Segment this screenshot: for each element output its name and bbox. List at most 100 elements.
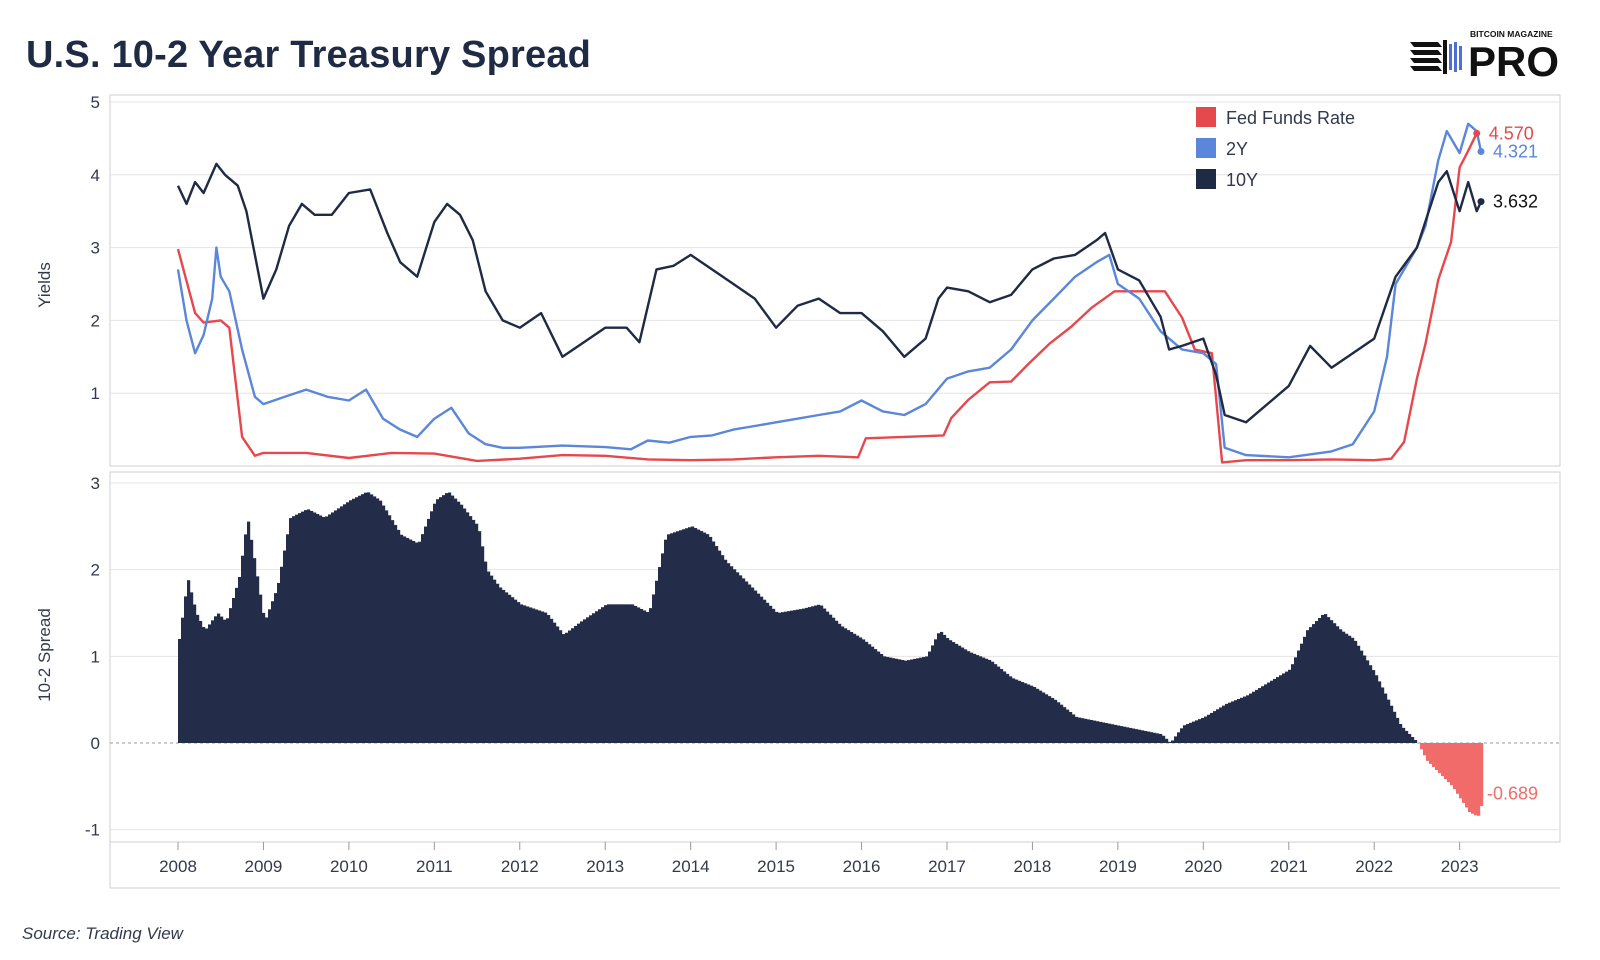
- spread-bar: [598, 609, 602, 743]
- spread-bar: [385, 510, 389, 743]
- spread-bar: [1144, 730, 1148, 743]
- spread-bar: [211, 620, 215, 743]
- spread-bar: [1294, 657, 1298, 743]
- spread-bar: [952, 642, 956, 743]
- spread-bar: [544, 612, 548, 743]
- spread-bar: [445, 493, 449, 743]
- spread-bar: [1036, 688, 1040, 743]
- spread-bar: [571, 628, 575, 743]
- spread-bar: [238, 576, 242, 743]
- spread-bar: [520, 604, 524, 743]
- spread-bar: [340, 506, 344, 743]
- spread-bar: [391, 520, 395, 743]
- spread-bar: [1309, 627, 1313, 743]
- spread-bar: [1477, 743, 1481, 816]
- spread-bar: [1468, 743, 1472, 813]
- spread-bar: [772, 608, 776, 743]
- spread-bar: [1093, 720, 1097, 743]
- spread-bar: [787, 611, 791, 743]
- spread-bar: [946, 638, 950, 743]
- logo-mark-icon: [1410, 40, 1462, 74]
- x-tick-label: 2011: [416, 857, 453, 876]
- spread-bar: [337, 508, 341, 743]
- spread-bar: [1471, 743, 1475, 814]
- spread-bar: [1429, 743, 1433, 764]
- spread-bar: [634, 605, 638, 743]
- spread-bar: [856, 635, 860, 743]
- x-tick-label: 2021: [1270, 857, 1308, 876]
- spread-bar: [859, 637, 863, 743]
- spread-bar: [904, 660, 908, 743]
- spread-bar: [1336, 626, 1340, 743]
- spread-bar: [1264, 684, 1268, 743]
- spread-bar: [955, 643, 959, 743]
- spread-bar: [1165, 738, 1169, 743]
- spread-bar: [916, 658, 920, 743]
- series-end-dot: [1477, 148, 1485, 156]
- spread-bar: [316, 513, 320, 743]
- spread-bar: [253, 558, 257, 743]
- spread-bar: [1273, 678, 1277, 743]
- spread-bar: [991, 661, 995, 743]
- spread-bar: [349, 500, 353, 743]
- spread-bar: [589, 615, 593, 743]
- spread-bar: [430, 511, 434, 743]
- spread-bar: [415, 542, 419, 743]
- spread-bar: [421, 534, 425, 743]
- spread-bar: [661, 553, 665, 743]
- spread-bar: [307, 509, 311, 743]
- spread-bar: [1138, 729, 1142, 743]
- spread-bar: [214, 616, 218, 743]
- spread-bar: [766, 602, 770, 743]
- spread-bar: [1018, 680, 1022, 743]
- yields-y-ticks: 1 2 3 4 5: [91, 93, 100, 403]
- spread-bar: [1033, 687, 1037, 743]
- spread-bar: [1402, 727, 1406, 743]
- yields-gridlines: [110, 101, 1560, 394]
- spread-bar: [247, 521, 251, 743]
- spread-bar: [229, 608, 233, 743]
- spread-bar: [1108, 723, 1112, 743]
- spread-bar: [808, 607, 812, 743]
- spread-bar: [505, 592, 509, 743]
- spread-bar: [973, 653, 977, 743]
- spread-bar: [529, 607, 533, 743]
- spread-bar: [1435, 743, 1439, 771]
- x-tick-label: 2018: [1014, 857, 1052, 876]
- spread-bar: [532, 608, 536, 743]
- spread-bar: [1246, 695, 1250, 743]
- spread-bar: [1378, 681, 1382, 743]
- spread-bar: [1147, 731, 1151, 743]
- spread-bar: [1384, 693, 1388, 743]
- spread-bar: [436, 499, 440, 743]
- spread-bar: [1102, 722, 1106, 743]
- spread-bar: [820, 605, 824, 743]
- spread-bar: [1345, 633, 1349, 743]
- spread-bar: [586, 617, 590, 743]
- spread-bar: [1198, 719, 1202, 743]
- spread-bar: [1399, 723, 1403, 743]
- spread-bar: [718, 550, 722, 743]
- x-tick-label: 2022: [1355, 857, 1393, 876]
- spread-bar: [751, 587, 755, 743]
- logo-main-text: PRO: [1468, 38, 1559, 82]
- spread-bar: [1360, 650, 1364, 743]
- spread-bar: [691, 526, 695, 743]
- spread-bar: [784, 611, 788, 743]
- x-tick-label: 2010: [330, 857, 368, 876]
- spread-bar: [1414, 740, 1418, 743]
- spread-bar: [667, 534, 671, 743]
- spread-bar: [871, 646, 875, 743]
- x-tick-label: 2014: [672, 857, 710, 876]
- spread-bar: [547, 615, 551, 743]
- spread-bar: [1279, 675, 1283, 743]
- spread-bar: [721, 555, 725, 743]
- spread-bar: [1132, 728, 1136, 743]
- spread-bar: [898, 659, 902, 743]
- spread-bar: [724, 559, 728, 743]
- spread-bar: [310, 510, 314, 743]
- spread-bar: [244, 534, 248, 743]
- spread-bar: [862, 639, 866, 743]
- spread-bar: [1054, 699, 1058, 743]
- spread-bar: [400, 534, 404, 743]
